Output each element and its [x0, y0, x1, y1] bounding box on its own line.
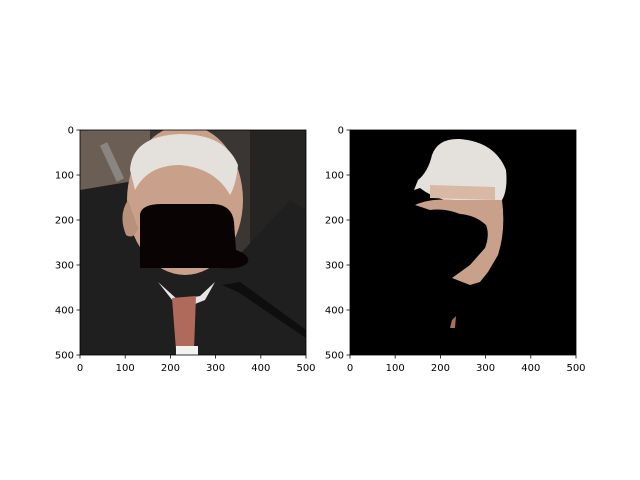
right-y-tick-label: 0	[338, 126, 344, 137]
mask-chin-fragment	[450, 316, 456, 328]
right-y-tick-label: 500	[325, 351, 344, 362]
right-x-tick-label: 500	[566, 363, 585, 374]
left-x-tick-label: 500	[296, 363, 315, 374]
right-x-tick-label: 400	[521, 363, 540, 374]
left-axes-frame	[79, 129, 307, 356]
right-axes-frame	[349, 129, 577, 356]
hair-shape	[130, 134, 238, 195]
right-x-tick-label: 200	[431, 363, 450, 374]
left-y-tick-label: 300	[55, 261, 74, 272]
right-x-tick-label: 100	[386, 363, 405, 374]
left-x-tick-label: 0	[77, 363, 83, 374]
left-y-tick-label: 0	[68, 126, 74, 137]
occlusion-shape	[140, 204, 249, 269]
right-x-tick-label: 0	[347, 363, 353, 374]
right-image-panel	[350, 130, 576, 355]
right-y-tick-label: 100	[325, 171, 344, 182]
name-tag-shape	[176, 346, 198, 355]
left-x-tick-label: 300	[206, 363, 225, 374]
left-y-tick-label: 200	[55, 216, 74, 227]
left-y-tick-label: 500	[55, 351, 74, 362]
ear-shape	[122, 200, 138, 237]
left-y-tick-label: 400	[55, 306, 74, 317]
left-y-tick-label: 100	[55, 171, 74, 182]
right-y-tick-label: 400	[325, 306, 344, 317]
microphone-stand	[99, 142, 125, 182]
microphone-shape	[222, 282, 306, 338]
left-x-tick-label: 200	[161, 363, 180, 374]
left-image-panel	[80, 130, 306, 355]
right-y-tick-label: 200	[325, 216, 344, 227]
right-y-tick-label: 300	[325, 261, 344, 272]
mask-hair-region	[414, 138, 507, 200]
mask-forehead-wrinkles	[430, 185, 495, 200]
left-x-tick-label: 100	[116, 363, 135, 374]
right-x-tick-label: 300	[476, 363, 495, 374]
tie-shape	[172, 296, 196, 350]
left-x-tick-label: 400	[251, 363, 270, 374]
mask-face-region	[415, 199, 504, 285]
